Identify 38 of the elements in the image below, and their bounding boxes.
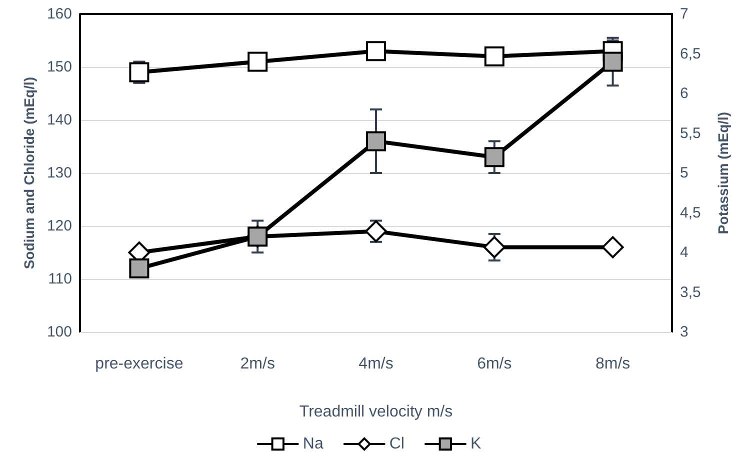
point [366, 131, 386, 152]
y-tick-label: 150 [46, 58, 72, 76]
point [484, 147, 504, 168]
point [129, 62, 150, 82]
x-tick-label: 8m/s [595, 356, 630, 372]
y2-tick-label: 5,5 [680, 124, 701, 142]
point [602, 236, 624, 258]
y2-tick-label: 7 [680, 6, 688, 22]
y-tick-label: 100 [46, 324, 72, 340]
y2-tick-label: 3,5 [680, 284, 701, 301]
y2-axis-title: Potassium (mEq/l) [715, 112, 731, 234]
x-tick-label: 4m/s [358, 356, 394, 372]
point [602, 52, 623, 72]
legend-label: Na [302, 436, 324, 452]
point [365, 220, 387, 242]
point [483, 236, 506, 258]
y2-tick-label: 5 [680, 164, 688, 182]
y-axis-title: Sodium and Chloride (mEq/l) [21, 76, 37, 270]
x-tick-label: 6m/s [477, 356, 512, 372]
point [484, 46, 504, 66]
y2-tick-label: 4,5 [680, 204, 701, 222]
y-tick-label: 140 [46, 112, 72, 128]
y-tick-label: 160 [46, 6, 72, 22]
point [366, 41, 386, 62]
x-axis-title: Treadmill velocity m/s [299, 404, 453, 420]
y-tick-label: 130 [46, 164, 72, 182]
y-tick-label: 110 [48, 270, 72, 288]
point [129, 258, 150, 278]
y2-tick-label: 6 [680, 85, 688, 102]
x-tick-label: pre-exercise [95, 356, 184, 372]
y2-tick-label: 6,5 [680, 45, 701, 62]
legend-label: Cl [389, 436, 404, 452]
legend-label: K [470, 436, 482, 452]
y2-tick-label: 4 [680, 244, 688, 261]
y2-tick-label: 3 [680, 324, 688, 340]
point [248, 52, 268, 72]
x-tick-label: 2m/s [240, 356, 275, 372]
y-tick-label: 120 [46, 218, 72, 234]
